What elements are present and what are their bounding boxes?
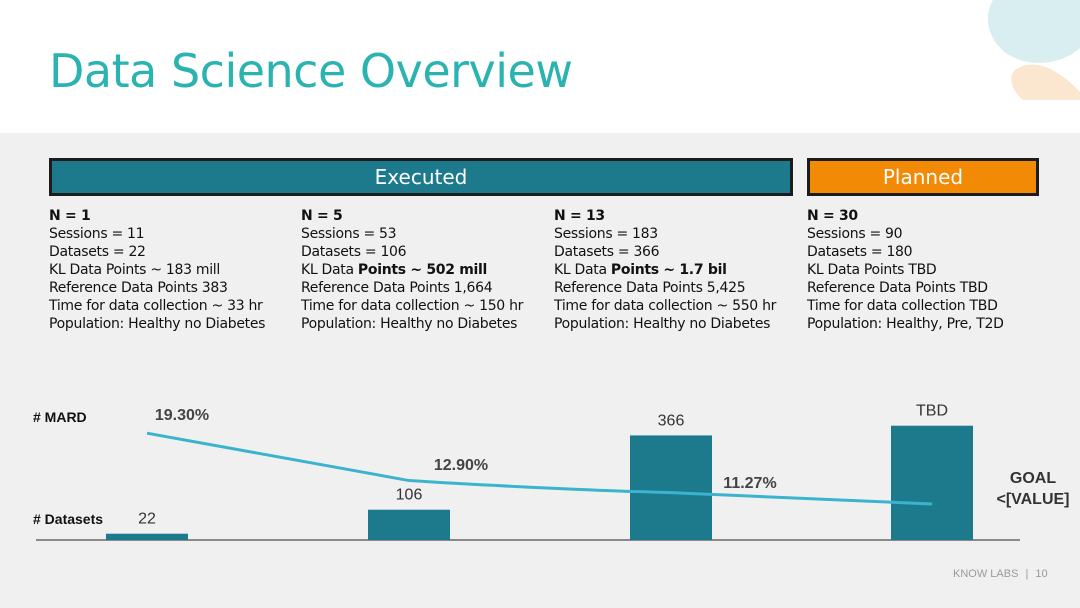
brand-label: KNOW LABS [953, 568, 1019, 580]
decorative-wave-icon [987, 0, 1080, 100]
n-count: N = 13 [554, 208, 605, 224]
footer: KNOW LABS | 10 [953, 568, 1048, 580]
executed-phase-bar: Executed [49, 158, 793, 196]
dataset-bar-4 [891, 425, 973, 540]
kl-data-points: KL Data Points ~ 183 mill [49, 262, 220, 278]
study-column-1: N = 1 Sessions = 11 Datasets = 22 KL Dat… [49, 207, 299, 333]
footer-separator: | [1025, 568, 1029, 580]
dataset-bar-1 [106, 533, 188, 540]
mard-value-label-3: 11.27% [723, 475, 776, 492]
mard-value-label-1: 19.30% [155, 407, 209, 424]
collection-time: Time for data collection ~ 150 hr [301, 298, 524, 314]
datasets: Datasets = 22 [49, 244, 146, 260]
n-count: N = 1 [49, 208, 91, 224]
study-column-3: N = 13 Sessions = 183 Datasets = 366 KL … [554, 207, 804, 333]
population: Population: Healthy, Pre, T2D [807, 316, 1004, 332]
goal-label: GOAL [1010, 470, 1056, 487]
mard-value-label-2: 12.90% [434, 457, 488, 474]
datasets-row-label: # Datasets [33, 511, 103, 527]
population: Population: Healthy no Diabetes [301, 316, 518, 332]
dataset-value-label-2: 106 [396, 487, 423, 504]
datasets: Datasets = 180 [807, 244, 913, 260]
reference-data-points: Reference Data Points 383 [49, 280, 228, 296]
sessions: Sessions = 90 [807, 226, 903, 242]
reference-data-points: Reference Data Points TBD [807, 280, 988, 296]
study-column-2: N = 5 Sessions = 53 Datasets = 106 KL Da… [301, 207, 551, 333]
dataset-value-label-1: 22 [138, 511, 156, 528]
dataset-bar-2 [368, 509, 450, 540]
dataset-value-label-3: 366 [658, 412, 685, 429]
datasets-mard-chart: 22 106 366 TBD 19.30% 12.90% 11.27% # MARD # Dat… [33, 403, 1070, 541]
dataset-bar-3 [630, 435, 712, 540]
planned-phase-bar: Planned [807, 158, 1039, 196]
sessions: Sessions = 183 [554, 226, 658, 242]
kl-data-points: KL Data Points ~ 1.7 bil [554, 262, 727, 278]
n-count: N = 30 [807, 208, 858, 224]
sessions: Sessions = 11 [49, 226, 145, 242]
mard-line [146, 431, 933, 506]
goal-value-label: <[VALUE] [996, 491, 1069, 508]
page-title: Data Science Overview [49, 44, 573, 98]
dataset-value-label-4: TBD [916, 403, 948, 420]
header-band [0, 0, 1080, 133]
reference-data-points: Reference Data Points 1,664 [301, 280, 493, 296]
kl-data-points: KL Data Points TBD [807, 262, 937, 278]
population: Population: Healthy no Diabetes [49, 316, 266, 332]
sessions: Sessions = 53 [301, 226, 397, 242]
study-column-4: N = 30 Sessions = 90 Datasets = 180 KL D… [807, 207, 1057, 333]
datasets: Datasets = 106 [301, 244, 407, 260]
n-count: N = 5 [301, 208, 343, 224]
collection-time: Time for data collection TBD [807, 298, 998, 314]
collection-time: Time for data collection ~ 550 hr [554, 298, 777, 314]
reference-data-points: Reference Data Points 5,425 [554, 280, 746, 296]
collection-time: Time for data collection ~ 33 hr [49, 298, 263, 314]
page-number: 10 [1035, 568, 1048, 580]
kl-data-points: KL Data Points ~ 502 mill [301, 262, 488, 278]
datasets: Datasets = 366 [554, 244, 660, 260]
mard-row-label: # MARD [33, 409, 87, 425]
population: Population: Healthy no Diabetes [554, 316, 771, 332]
